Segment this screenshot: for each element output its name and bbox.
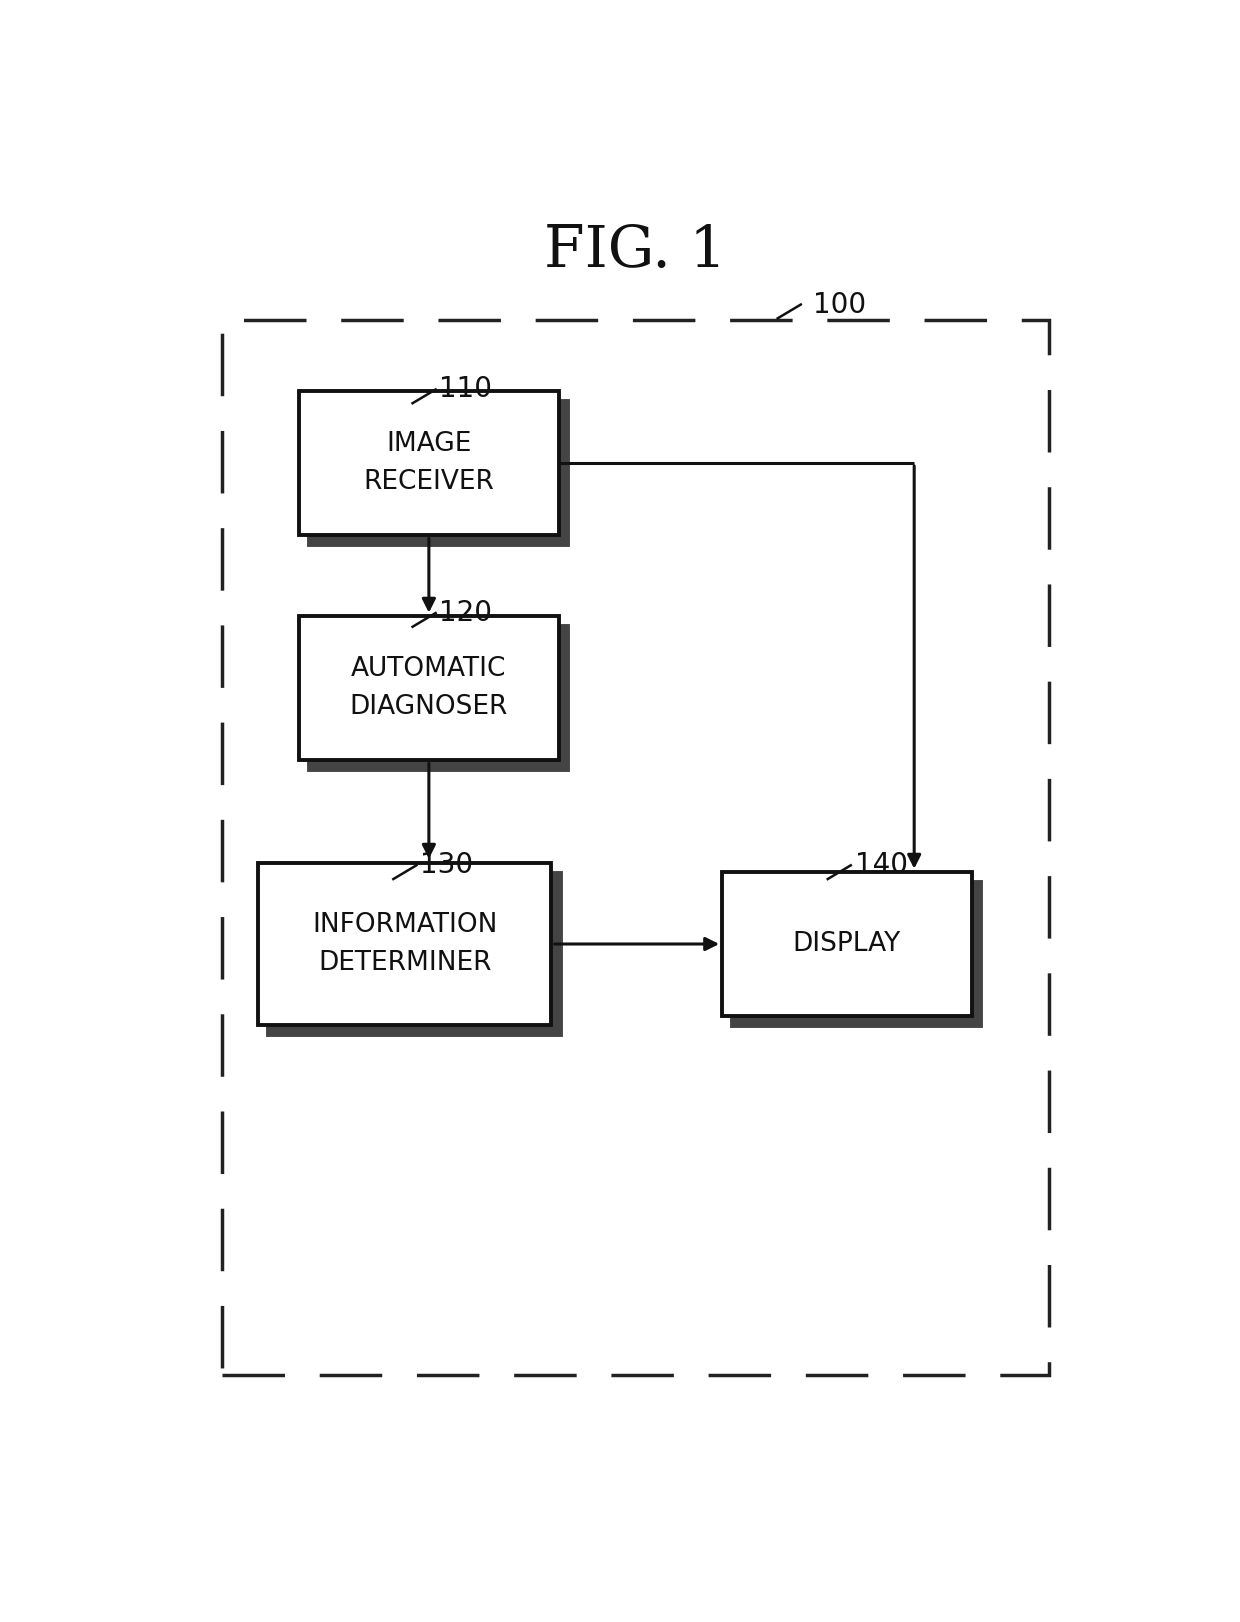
Text: FIG. 1: FIG. 1 [544, 222, 727, 279]
Bar [222, 320, 1049, 1375]
Text: IMAGE
RECEIVER: IMAGE RECEIVER [363, 431, 495, 495]
Bar [258, 863, 552, 1025]
Text: 140: 140 [854, 852, 908, 879]
Text: 120: 120 [439, 599, 492, 628]
Text: DISPLAY: DISPLAY [792, 931, 901, 957]
Bar [268, 873, 560, 1035]
Text: 100: 100 [813, 290, 867, 318]
Bar [299, 616, 558, 759]
Text: INFORMATION
DETERMINER: INFORMATION DETERMINER [312, 912, 497, 976]
Text: AUTOMATIC
DIAGNOSER: AUTOMATIC DIAGNOSER [350, 655, 508, 720]
Bar [299, 391, 558, 535]
Text: 110: 110 [439, 375, 492, 404]
Bar [722, 873, 972, 1015]
Text: 130: 130 [420, 852, 474, 879]
Bar [732, 882, 982, 1025]
Bar [309, 626, 568, 770]
Bar [309, 401, 568, 545]
